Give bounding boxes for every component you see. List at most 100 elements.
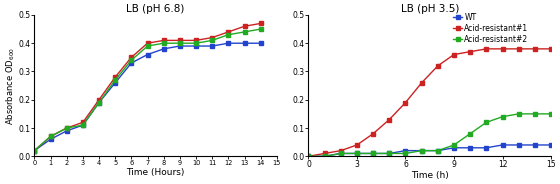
Acid-resistant#2 <box>209 39 216 41</box>
Acid-resistant#2 <box>241 31 248 33</box>
Acid-resistant#1 <box>402 101 409 104</box>
Acid-resistant#2 <box>370 152 376 155</box>
WT <box>225 42 232 44</box>
WT <box>467 147 474 149</box>
Acid-resistant#2 <box>435 150 441 152</box>
WT <box>483 147 489 149</box>
WT <box>499 144 506 146</box>
Line: Acid-resistant#1: Acid-resistant#1 <box>307 47 553 158</box>
WT <box>128 62 135 64</box>
Acid-resistant#2 <box>96 101 102 104</box>
WT <box>176 45 183 47</box>
WT <box>193 45 199 47</box>
Acid-resistant#2 <box>338 152 344 155</box>
WT <box>418 150 425 152</box>
Acid-resistant#1 <box>467 51 474 53</box>
Acid-resistant#1 <box>321 152 328 155</box>
Line: Acid-resistant#1: Acid-resistant#1 <box>32 22 263 152</box>
Acid-resistant#2 <box>467 132 474 135</box>
WT <box>451 147 458 149</box>
Acid-resistant#2 <box>160 42 167 44</box>
WT <box>531 144 538 146</box>
Acid-resistant#1 <box>499 48 506 50</box>
Acid-resistant#2 <box>386 152 393 155</box>
Acid-resistant#2 <box>63 127 70 129</box>
Acid-resistant#2 <box>47 135 54 138</box>
WT <box>144 53 151 56</box>
Acid-resistant#1 <box>209 36 216 39</box>
Line: WT: WT <box>32 41 263 152</box>
Acid-resistant#2 <box>258 28 264 30</box>
Acid-resistant#2 <box>112 79 119 81</box>
WT <box>241 42 248 44</box>
Acid-resistant#2 <box>31 150 38 152</box>
Line: WT: WT <box>307 143 553 158</box>
WT <box>305 155 312 157</box>
Acid-resistant#1 <box>435 65 441 67</box>
WT <box>209 45 216 47</box>
Acid-resistant#2 <box>402 152 409 155</box>
Acid-resistant#2 <box>128 59 135 61</box>
Acid-resistant#2 <box>353 152 360 155</box>
Acid-resistant#1 <box>386 118 393 121</box>
Acid-resistant#1 <box>258 22 264 24</box>
Acid-resistant#2 <box>515 113 522 115</box>
Acid-resistant#2 <box>144 45 151 47</box>
Acid-resistant#1 <box>370 132 376 135</box>
Acid-resistant#2 <box>321 155 328 157</box>
WT <box>31 150 38 152</box>
WT <box>258 42 264 44</box>
Acid-resistant#1 <box>241 25 248 27</box>
WT <box>112 82 119 84</box>
WT <box>63 130 70 132</box>
WT <box>402 150 409 152</box>
Acid-resistant#1 <box>128 56 135 59</box>
WT <box>548 144 554 146</box>
Acid-resistant#2 <box>483 121 489 123</box>
Acid-resistant#1 <box>451 53 458 56</box>
Line: Acid-resistant#2: Acid-resistant#2 <box>307 112 553 158</box>
WT <box>515 144 522 146</box>
Acid-resistant#2 <box>531 113 538 115</box>
Acid-resistant#1 <box>418 82 425 84</box>
Acid-resistant#1 <box>338 150 344 152</box>
Acid-resistant#1 <box>515 48 522 50</box>
WT <box>435 150 441 152</box>
X-axis label: Time (h): Time (h) <box>411 171 449 180</box>
Acid-resistant#1 <box>193 39 199 41</box>
Acid-resistant#1 <box>80 121 86 123</box>
Acid-resistant#1 <box>31 150 38 152</box>
Acid-resistant#2 <box>548 113 554 115</box>
WT <box>47 138 54 140</box>
Acid-resistant#1 <box>531 48 538 50</box>
Acid-resistant#2 <box>176 42 183 44</box>
Acid-resistant#1 <box>548 48 554 50</box>
WT <box>321 155 328 157</box>
Acid-resistant#2 <box>418 150 425 152</box>
Acid-resistant#1 <box>483 48 489 50</box>
Acid-resistant#2 <box>451 144 458 146</box>
WT <box>96 101 102 104</box>
Acid-resistant#1 <box>305 155 312 157</box>
Acid-resistant#2 <box>80 124 86 126</box>
WT <box>386 152 393 155</box>
Y-axis label: Absorbance OD$_{600}$: Absorbance OD$_{600}$ <box>4 47 17 125</box>
Acid-resistant#1 <box>353 144 360 146</box>
Acid-resistant#1 <box>225 31 232 33</box>
X-axis label: Time (Hours): Time (Hours) <box>127 168 185 177</box>
Acid-resistant#1 <box>176 39 183 41</box>
Acid-resistant#1 <box>112 76 119 78</box>
Acid-resistant#2 <box>499 116 506 118</box>
WT <box>160 48 167 50</box>
WT <box>80 124 86 126</box>
Acid-resistant#1 <box>96 99 102 101</box>
Acid-resistant#2 <box>225 34 232 36</box>
Title: LB (pH 6.8): LB (pH 6.8) <box>127 4 185 14</box>
Acid-resistant#2 <box>193 42 199 44</box>
WT <box>370 152 376 155</box>
Legend: WT, Acid-resistant#1, Acid-resistant#2: WT, Acid-resistant#1, Acid-resistant#2 <box>453 13 529 44</box>
Acid-resistant#2 <box>305 155 312 157</box>
WT <box>353 152 360 155</box>
Title: LB (pH 3.5): LB (pH 3.5) <box>400 4 459 14</box>
Acid-resistant#1 <box>47 135 54 138</box>
